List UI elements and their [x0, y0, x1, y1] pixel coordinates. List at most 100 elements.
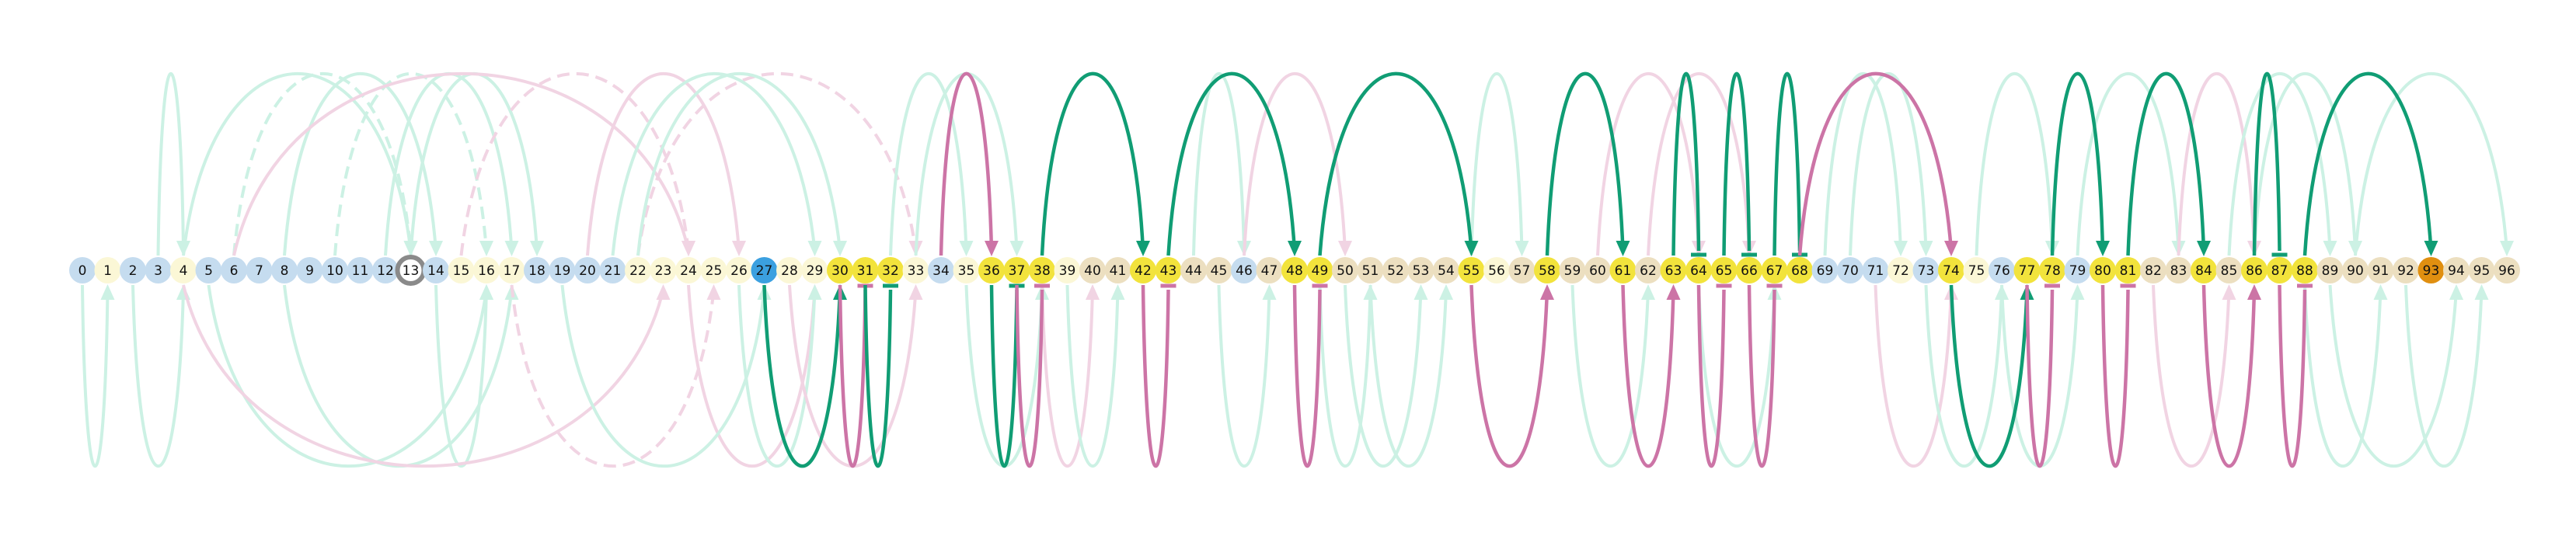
node-circle: [271, 257, 298, 283]
node-circle: [1003, 257, 1030, 283]
node-label: 44: [1185, 263, 1202, 279]
faint-arc-90-96: [2354, 71, 2514, 256]
node-label: 58: [1539, 263, 1556, 279]
node-label: 19: [554, 263, 571, 279]
arrowhead-icon: [1919, 241, 1933, 256]
arc-path: [1318, 71, 1473, 256]
node-53: 53: [1407, 257, 1434, 283]
arrowhead-icon: [833, 241, 847, 256]
strong-arc-42-43: [1141, 283, 1176, 468]
node-28: 28: [776, 257, 803, 283]
node-circle: [1281, 257, 1308, 283]
node-40: 40: [1079, 257, 1106, 283]
node-24: 24: [675, 257, 702, 283]
faint-arc-21-29: [611, 72, 822, 256]
node-circle: [599, 257, 626, 283]
node-circle: [1407, 257, 1434, 283]
node-circle: [322, 257, 348, 283]
node-label: 14: [427, 263, 444, 279]
node-67: 67: [1761, 257, 1788, 283]
node-50: 50: [1332, 257, 1358, 283]
strong-arc-68-74: [1797, 71, 1958, 256]
node-78: 78: [2039, 257, 2065, 283]
node-circle: [2266, 257, 2293, 283]
node-circle: [69, 257, 96, 283]
strong-arc-58-61: [1545, 71, 1630, 256]
arrowhead-icon: [1641, 284, 1655, 300]
arc-path: [2050, 71, 2105, 256]
node-36: 36: [978, 257, 1005, 283]
node-circle: [1559, 257, 1586, 283]
node-label: 80: [2094, 263, 2111, 279]
arrowhead-icon: [1110, 284, 1125, 300]
node-12: 12: [372, 257, 399, 283]
node-65: 65: [1710, 257, 1738, 283]
node-label: 34: [932, 263, 950, 279]
node-circle: [1938, 257, 1964, 283]
node-label: 70: [1842, 263, 1859, 279]
node-label: 60: [1589, 263, 1606, 279]
strong-arc-61-63: [1621, 284, 1681, 468]
node-label: 7: [255, 263, 263, 279]
node-circle: [751, 257, 778, 283]
node-label: 45: [1211, 263, 1228, 279]
node-circle: [978, 257, 1005, 283]
node-label: 42: [1135, 263, 1152, 279]
arrowhead-icon: [908, 284, 923, 300]
arc-path: [2328, 284, 2458, 468]
faint-arc-45-47: [1217, 284, 1277, 468]
node-label: 8: [281, 263, 289, 279]
node-circle: [1635, 257, 1661, 283]
arrowhead-icon: [2323, 241, 2337, 256]
node-circle: [1837, 257, 1863, 283]
node-label: 22: [629, 263, 647, 279]
arc-path: [182, 71, 413, 256]
arc-path: [2253, 72, 2357, 256]
arc-path: [1823, 72, 1902, 256]
arc-path: [2278, 284, 2307, 468]
node-6: 6: [221, 257, 247, 283]
node-label: 5: [204, 263, 213, 279]
node-39: 39: [1054, 257, 1081, 283]
faint-arc-39-41: [1065, 284, 1125, 468]
node-30: 30: [827, 257, 853, 283]
node-circle: [1811, 257, 1839, 283]
arc-path: [1647, 72, 1751, 256]
arc-path: [1697, 284, 1776, 468]
arrowhead-icon: [530, 241, 544, 256]
strong-arc-31-32: [863, 283, 898, 468]
strong-arc-43-48: [1166, 71, 1302, 256]
node-47: 47: [1256, 257, 1283, 283]
node-label: 28: [781, 263, 798, 279]
node-circle: [2039, 257, 2065, 283]
node-circle: [953, 257, 980, 283]
node-circle: [2064, 257, 2091, 283]
arrowhead-icon: [807, 284, 822, 300]
node-label: 49: [1312, 263, 1329, 279]
arc-path: [636, 72, 842, 256]
node-label: 46: [1236, 263, 1253, 279]
node-circle: [2468, 257, 2495, 283]
strong-arc-48-49: [1292, 283, 1328, 468]
strong-arc-63-64: [1671, 71, 1706, 257]
node-label: 32: [882, 263, 899, 279]
node-label: 15: [453, 263, 470, 279]
arc-path: [2354, 71, 2508, 256]
node-label: 1: [103, 263, 112, 279]
node-1: 1: [94, 257, 121, 283]
node-85: 85: [2215, 257, 2243, 283]
arc-path: [1368, 284, 1448, 468]
strong-arc-65-66: [1722, 71, 1757, 257]
node-circle: [1710, 257, 1738, 283]
arrowhead-icon: [2070, 284, 2085, 300]
node-label: 93: [2423, 263, 2440, 279]
arrowhead-icon: [681, 241, 695, 256]
node-circle: [1534, 257, 1560, 283]
node-29: 29: [801, 257, 828, 283]
arc-path: [1292, 284, 1322, 468]
arrowhead-icon: [2197, 241, 2211, 256]
node-circle: [2215, 257, 2243, 283]
node-circle: [2140, 257, 2166, 283]
node-label: 47: [1261, 263, 1278, 279]
